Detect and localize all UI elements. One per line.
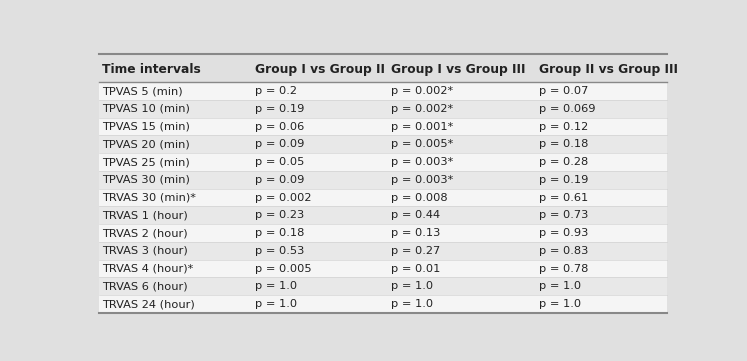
- Bar: [99, 295, 666, 313]
- Text: p = 0.09: p = 0.09: [255, 175, 305, 185]
- Text: Time intervals: Time intervals: [102, 63, 201, 76]
- Text: p = 0.53: p = 0.53: [255, 246, 305, 256]
- Bar: [99, 55, 666, 82]
- Text: TRVAS 3 (hour): TRVAS 3 (hour): [102, 246, 187, 256]
- Bar: [99, 224, 666, 242]
- Text: p = 0.73: p = 0.73: [539, 210, 589, 220]
- Text: TPVAS 25 (min): TPVAS 25 (min): [102, 157, 190, 167]
- Text: p = 0.008: p = 0.008: [391, 192, 448, 203]
- Text: p = 0.005: p = 0.005: [255, 264, 311, 274]
- Text: TRVAS 6 (hour): TRVAS 6 (hour): [102, 281, 187, 291]
- Text: Group II vs Group III: Group II vs Group III: [539, 63, 678, 76]
- Text: TRVAS 30 (min)*: TRVAS 30 (min)*: [102, 192, 196, 203]
- Text: p = 1.0: p = 1.0: [539, 299, 581, 309]
- Bar: [99, 82, 666, 100]
- Text: p = 0.003*: p = 0.003*: [391, 175, 453, 185]
- Text: p = 0.27: p = 0.27: [391, 246, 441, 256]
- Bar: [99, 278, 666, 295]
- Text: p = 0.18: p = 0.18: [539, 139, 589, 149]
- Text: TRVAS 1 (hour): TRVAS 1 (hour): [102, 210, 187, 220]
- Text: p = 0.23: p = 0.23: [255, 210, 305, 220]
- Text: p = 0.19: p = 0.19: [255, 104, 305, 114]
- Text: p = 0.07: p = 0.07: [539, 86, 589, 96]
- Text: Group I vs Group II: Group I vs Group II: [255, 63, 385, 76]
- Text: p = 0.83: p = 0.83: [539, 246, 589, 256]
- Bar: [99, 153, 666, 171]
- Bar: [99, 242, 666, 260]
- Text: p = 0.78: p = 0.78: [539, 264, 589, 274]
- Text: TPVAS 20 (min): TPVAS 20 (min): [102, 139, 190, 149]
- Text: p = 1.0: p = 1.0: [391, 281, 433, 291]
- Text: p = 0.002*: p = 0.002*: [391, 86, 453, 96]
- Text: p = 0.28: p = 0.28: [539, 157, 588, 167]
- Text: p = 0.05: p = 0.05: [255, 157, 305, 167]
- Text: p = 0.61: p = 0.61: [539, 192, 588, 203]
- Text: p = 0.12: p = 0.12: [539, 122, 588, 132]
- Text: p = 1.0: p = 1.0: [539, 281, 581, 291]
- Text: p = 0.93: p = 0.93: [539, 228, 589, 238]
- Bar: [99, 189, 666, 206]
- Text: p = 0.005*: p = 0.005*: [391, 139, 453, 149]
- Text: TRVAS 4 (hour)*: TRVAS 4 (hour)*: [102, 264, 193, 274]
- Text: p = 0.09: p = 0.09: [255, 139, 305, 149]
- Text: TPVAS 5 (min): TPVAS 5 (min): [102, 86, 183, 96]
- Text: p = 1.0: p = 1.0: [255, 299, 297, 309]
- Text: p = 0.002: p = 0.002: [255, 192, 311, 203]
- Bar: [99, 206, 666, 224]
- Text: p = 0.002*: p = 0.002*: [391, 104, 453, 114]
- Text: p = 0.19: p = 0.19: [539, 175, 589, 185]
- Bar: [99, 171, 666, 189]
- Bar: [99, 100, 666, 118]
- Bar: [99, 260, 666, 278]
- Text: p = 0.06: p = 0.06: [255, 122, 305, 132]
- Text: Group I vs Group III: Group I vs Group III: [391, 63, 526, 76]
- Text: p = 1.0: p = 1.0: [391, 299, 433, 309]
- Text: p = 0.44: p = 0.44: [391, 210, 441, 220]
- Text: p = 0.01: p = 0.01: [391, 264, 441, 274]
- Text: TPVAS 10 (min): TPVAS 10 (min): [102, 104, 190, 114]
- Text: TPVAS 15 (min): TPVAS 15 (min): [102, 122, 190, 132]
- Text: p = 0.2: p = 0.2: [255, 86, 297, 96]
- Text: p = 0.001*: p = 0.001*: [391, 122, 453, 132]
- Bar: [99, 118, 666, 135]
- Text: TRVAS 2 (hour): TRVAS 2 (hour): [102, 228, 187, 238]
- Text: TRVAS 24 (hour): TRVAS 24 (hour): [102, 299, 195, 309]
- Text: p = 1.0: p = 1.0: [255, 281, 297, 291]
- Text: p = 0.13: p = 0.13: [391, 228, 441, 238]
- Text: TPVAS 30 (min): TPVAS 30 (min): [102, 175, 190, 185]
- Text: p = 0.069: p = 0.069: [539, 104, 595, 114]
- Text: p = 0.003*: p = 0.003*: [391, 157, 453, 167]
- Bar: [99, 135, 666, 153]
- Text: p = 0.18: p = 0.18: [255, 228, 305, 238]
